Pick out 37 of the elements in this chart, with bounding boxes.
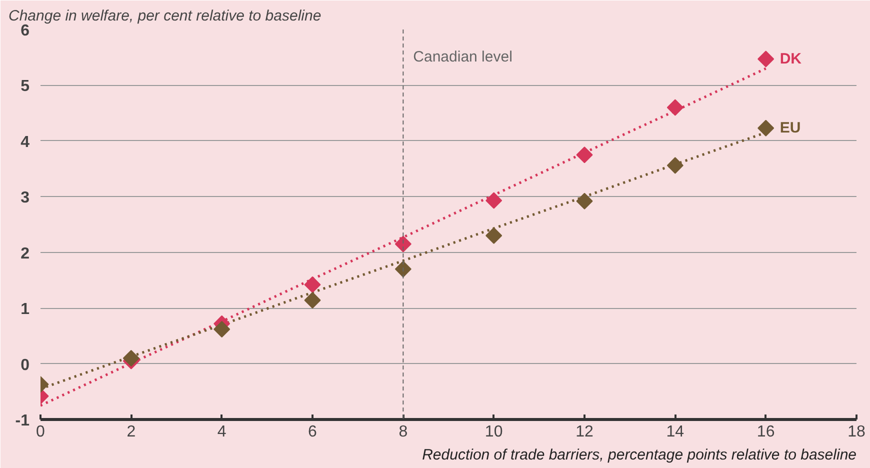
x-tick-label: 8 xyxy=(398,424,408,440)
series-label: DK xyxy=(780,50,802,68)
series-label: EU xyxy=(780,120,801,137)
point xyxy=(576,146,593,164)
point xyxy=(758,50,774,68)
point xyxy=(666,157,684,174)
x-tick-label: 6 xyxy=(308,424,318,440)
y-tick-label: -1 xyxy=(15,412,30,430)
point xyxy=(666,99,684,116)
point xyxy=(304,292,321,309)
x-axis-title: Reduction of trade barriers, percentage points relative to baseline xyxy=(422,446,856,464)
y-tick-label: 3 xyxy=(20,190,30,207)
x-tick-label: 10 xyxy=(484,424,503,440)
point xyxy=(394,260,412,278)
y-tick-label: 5 xyxy=(20,78,30,96)
point xyxy=(758,120,774,136)
y-tick-label: 1 xyxy=(20,301,30,318)
x-tick-label: 4 xyxy=(217,424,226,440)
y-tick-label: 4 xyxy=(20,134,30,151)
y-tick-label: 0 xyxy=(20,356,30,374)
x-tick-label: 14 xyxy=(666,424,684,440)
point xyxy=(486,192,502,209)
x-tick-label: 12 xyxy=(576,424,594,440)
point xyxy=(122,350,140,366)
ref-line-label: Canadian level xyxy=(413,48,512,66)
x-tick-label: 18 xyxy=(848,424,866,440)
x-tick-label: 2 xyxy=(126,424,136,440)
point xyxy=(394,236,412,252)
y-tick-label: 6 xyxy=(20,22,30,40)
point xyxy=(486,227,502,244)
point xyxy=(304,276,321,293)
chart-title: Change in welfare, per cent relative to baseline xyxy=(8,8,322,24)
x-tick-label: 0 xyxy=(36,424,46,440)
y-tick-label: 2 xyxy=(20,245,30,262)
point xyxy=(214,320,230,338)
point xyxy=(576,192,593,210)
x-tick-label: 16 xyxy=(756,424,775,440)
